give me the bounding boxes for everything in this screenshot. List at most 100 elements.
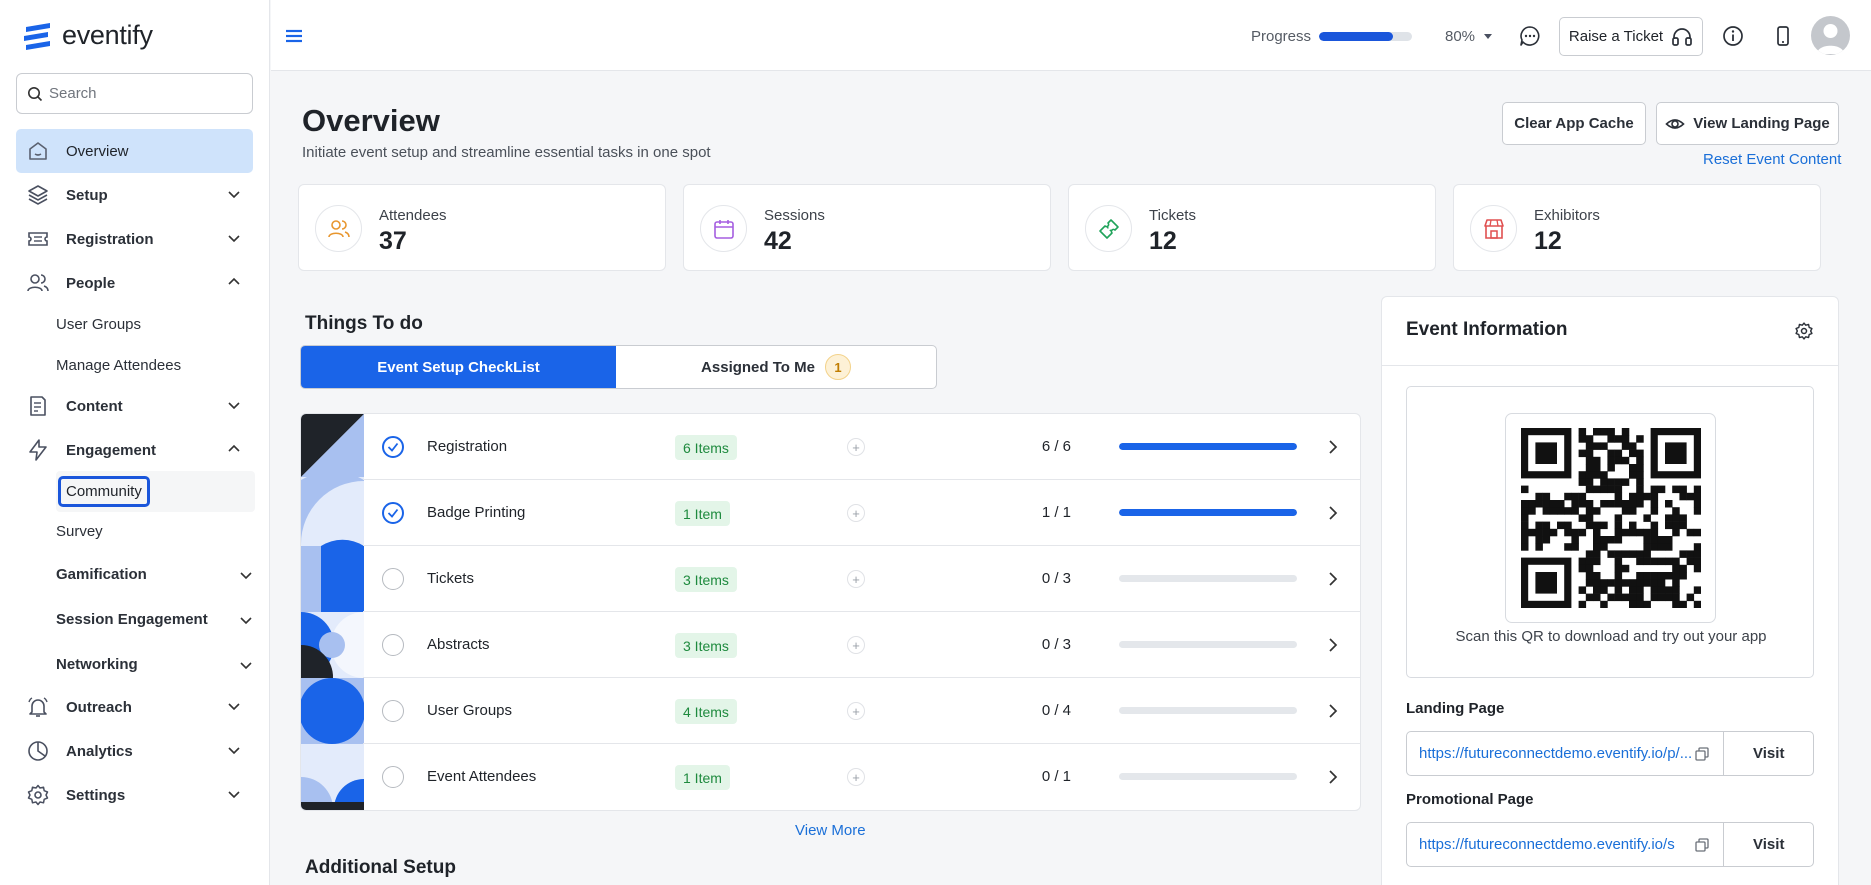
items-badge: 3 Items <box>675 567 737 592</box>
checked-circle-icon <box>382 502 404 524</box>
items-badge: 4 Items <box>675 699 737 724</box>
promotional-page-label: Promotional Page <box>1406 791 1534 808</box>
checklist-row-abstracts[interactable]: Abstracts 3 Items + 0 / 3 <box>363 612 1360 678</box>
home-icon <box>26 139 50 163</box>
caret-down-icon[interactable] <box>1482 31 1494 41</box>
progress-label: Progress <box>1251 28 1312 45</box>
chevron-down-icon <box>227 398 241 412</box>
plus-icon[interactable]: + <box>847 504 865 522</box>
plus-icon[interactable]: + <box>847 768 865 786</box>
checklist-row-registration[interactable]: Registration 6 Items + 6 / 6 <box>363 414 1360 480</box>
stat-card-sessions[interactable]: Sessions 42 <box>683 184 1051 271</box>
logo[interactable]: eventify <box>22 20 153 51</box>
user-icon <box>1811 16 1850 55</box>
clear-app-cache-button[interactable]: Clear App Cache <box>1502 102 1646 145</box>
sidebar-sub-user-groups[interactable]: User Groups <box>56 316 142 333</box>
checklist-row-user-groups[interactable]: User Groups 4 Items + 0 / 4 <box>363 678 1360 744</box>
promo-visit-button[interactable]: Visit <box>1723 823 1813 866</box>
row-ratio: 0 / 3 <box>1041 570 1071 587</box>
row-progress <box>1119 575 1297 582</box>
attendees-icon <box>315 205 362 252</box>
landing-url[interactable]: https://futureconnectdemo.eventify.io/p/… <box>1419 745 1693 762</box>
store-icon <box>1470 205 1517 252</box>
promo-url-container: https://futureconnectdemo.eventify.io/s <box>1407 836 1723 853</box>
gear-icon[interactable] <box>1794 321 1814 341</box>
sidebar-sub-manage-attendees[interactable]: Manage Attendees <box>56 357 182 374</box>
divider <box>1382 365 1838 366</box>
stat-value: 12 <box>1149 227 1177 255</box>
sidebar-item-outreach[interactable]: Outreach <box>16 685 253 729</box>
stat-value: 12 <box>1534 227 1562 255</box>
setup-checklist: Registration 6 Items + 6 / 6 Badge Print… <box>300 413 1361 811</box>
sidebar-item-content[interactable]: Content <box>16 384 253 428</box>
row-progress-fill <box>1119 509 1297 516</box>
copy-icon[interactable] <box>1695 746 1710 761</box>
reset-event-content-link[interactable]: Reset Event Content <box>1703 151 1842 168</box>
view-more-link[interactable]: View More <box>795 822 866 839</box>
row-ratio: 0 / 4 <box>1041 702 1071 719</box>
row-ratio: 6 / 6 <box>1041 438 1071 455</box>
assigned-count-badge: 1 <box>824 354 851 380</box>
menu-icon[interactable] <box>285 27 303 45</box>
chevron-up-icon <box>227 275 241 289</box>
checklist-row-event-attendees[interactable]: Event Attendees 1 Item + 0 / 1 <box>363 744 1360 810</box>
plus-icon[interactable]: + <box>847 438 865 456</box>
view-landing-page-button[interactable]: View Landing Page <box>1656 102 1839 145</box>
plus-icon[interactable]: + <box>847 702 865 720</box>
tab-event-setup-checklist[interactable]: Event Setup CheckList <box>301 346 617 388</box>
sidebar-item-analytics[interactable]: Analytics <box>16 729 253 773</box>
sidebar-item-settings[interactable]: Settings <box>16 773 253 817</box>
chat-icon[interactable] <box>1518 24 1542 48</box>
sidebar-item-registration[interactable]: Registration <box>16 217 253 261</box>
sidebar-item-setup[interactable]: Setup <box>16 173 253 217</box>
raise-ticket-button[interactable]: Raise a Ticket <box>1559 17 1703 56</box>
sidebar-sub-survey[interactable]: Survey <box>56 523 103 540</box>
sidebar-item-label: Analytics <box>66 742 133 760</box>
sidebar-item-people[interactable]: People <box>16 261 253 305</box>
row-progress-fill <box>1119 443 1297 450</box>
tab-assigned-to-me[interactable]: Assigned To Me 1 <box>616 346 936 388</box>
landing-visit-button[interactable]: Visit <box>1723 732 1813 775</box>
stat-card-attendees[interactable]: Attendees 37 <box>298 184 666 271</box>
chevron-right-icon <box>1326 505 1340 521</box>
raise-ticket-label: Raise a Ticket <box>1568 28 1664 45</box>
checklist-row-badge-printing[interactable]: Badge Printing 1 Item + 1 / 1 <box>363 480 1360 546</box>
search-box[interactable] <box>16 73 253 114</box>
chevron-down-icon <box>227 187 241 201</box>
stat-value: 37 <box>379 227 407 255</box>
sidebar-item-engagement[interactable]: Engagement <box>16 428 253 472</box>
row-ratio: 1 / 1 <box>1041 504 1071 521</box>
additional-setup-title: Additional Setup <box>305 857 456 878</box>
copy-icon[interactable] <box>1695 837 1710 852</box>
sidebar-sub-community[interactable]: Community <box>58 476 150 507</box>
sidebar-sub-session-engagement[interactable]: Session Engagement <box>56 611 253 628</box>
checklist-row-tickets[interactable]: Tickets 3 Items + 0 / 3 <box>363 546 1360 612</box>
plus-icon[interactable]: + <box>847 636 865 654</box>
sidebar-item-label: Overview <box>66 142 129 160</box>
avatar[interactable] <box>1811 16 1850 55</box>
chevron-down-icon <box>239 613 253 627</box>
landing-page-label: Landing Page <box>1406 700 1505 717</box>
decorative-pattern <box>301 414 364 810</box>
sidebar-sub-gamification[interactable]: Gamification <box>56 566 253 583</box>
eye-icon <box>1665 114 1685 134</box>
clear-cache-label: Clear App Cache <box>1514 115 1634 132</box>
promo-url[interactable]: https://futureconnectdemo.eventify.io/s <box>1419 836 1675 853</box>
row-progress <box>1119 641 1297 648</box>
sidebar-sub-label: Networking <box>56 656 138 673</box>
sidebar-item-overview[interactable]: Overview <box>16 129 253 173</box>
gear-icon <box>26 783 50 807</box>
sidebar-sub-networking[interactable]: Networking <box>56 656 253 673</box>
sidebar-item-label: Engagement <box>66 441 157 459</box>
mobile-icon[interactable] <box>1771 24 1795 48</box>
chevron-up-icon <box>227 442 241 456</box>
stat-card-exhibitors[interactable]: Exhibitors 12 <box>1453 184 1821 271</box>
sidebar-item-label: Content <box>66 397 123 415</box>
event-information-panel: Event Information Scan this QR to downlo… <box>1381 296 1839 885</box>
chevron-right-icon <box>1326 571 1340 587</box>
plus-icon[interactable]: + <box>847 570 865 588</box>
qr-code[interactable] <box>1505 413 1716 623</box>
search-input[interactable] <box>49 85 239 102</box>
stat-card-tickets[interactable]: Tickets 12 <box>1068 184 1436 271</box>
info-icon[interactable] <box>1721 24 1745 48</box>
